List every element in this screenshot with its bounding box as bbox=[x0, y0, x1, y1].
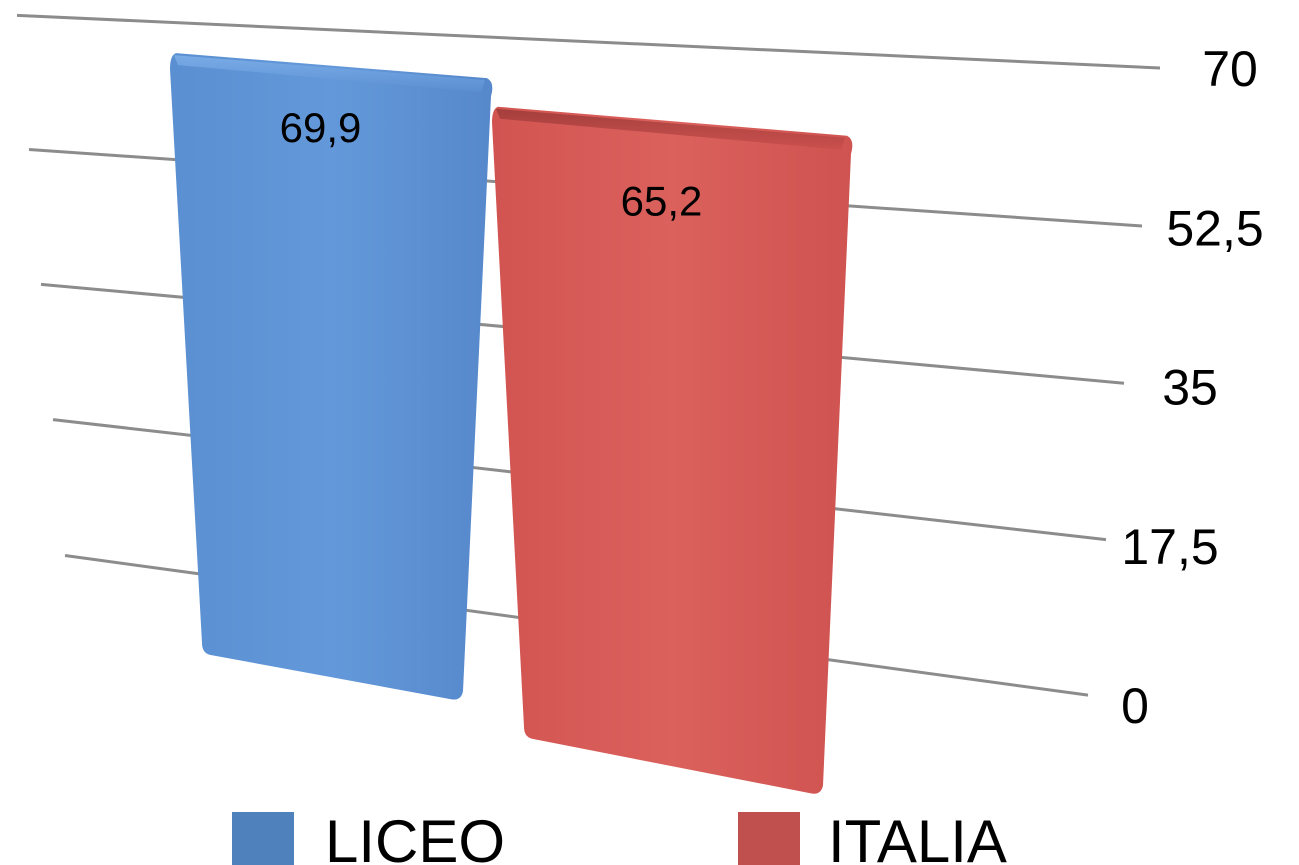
y-tick-label: 52,5 bbox=[1166, 200, 1263, 256]
bar-top-bevel bbox=[174, 55, 485, 93]
y-tick-label: 17,5 bbox=[1121, 519, 1218, 575]
y-tick-label: 70 bbox=[1202, 41, 1258, 97]
y-tick-label: 35 bbox=[1162, 360, 1218, 416]
bars bbox=[170, 53, 853, 794]
data-labels: 69,9 65,2 bbox=[280, 104, 703, 225]
y-axis-ticks: 0 17,5 35 52,5 70 bbox=[1121, 41, 1264, 734]
legend-label-italia: ITALIA bbox=[828, 808, 1007, 865]
bar-top-bevel bbox=[496, 108, 845, 150]
legend: LICEO ITALIA bbox=[232, 808, 1007, 865]
data-label: 69,9 bbox=[280, 104, 362, 151]
gridline bbox=[16, 13, 1161, 70]
legend-swatch-italia bbox=[738, 812, 800, 865]
data-label: 65,2 bbox=[621, 178, 703, 225]
legend-label-liceo: LICEO bbox=[325, 808, 505, 865]
bar-italia bbox=[492, 106, 853, 794]
bar-liceo bbox=[170, 53, 493, 700]
legend-swatch-liceo bbox=[232, 812, 294, 865]
y-tick-label: 0 bbox=[1121, 678, 1149, 734]
